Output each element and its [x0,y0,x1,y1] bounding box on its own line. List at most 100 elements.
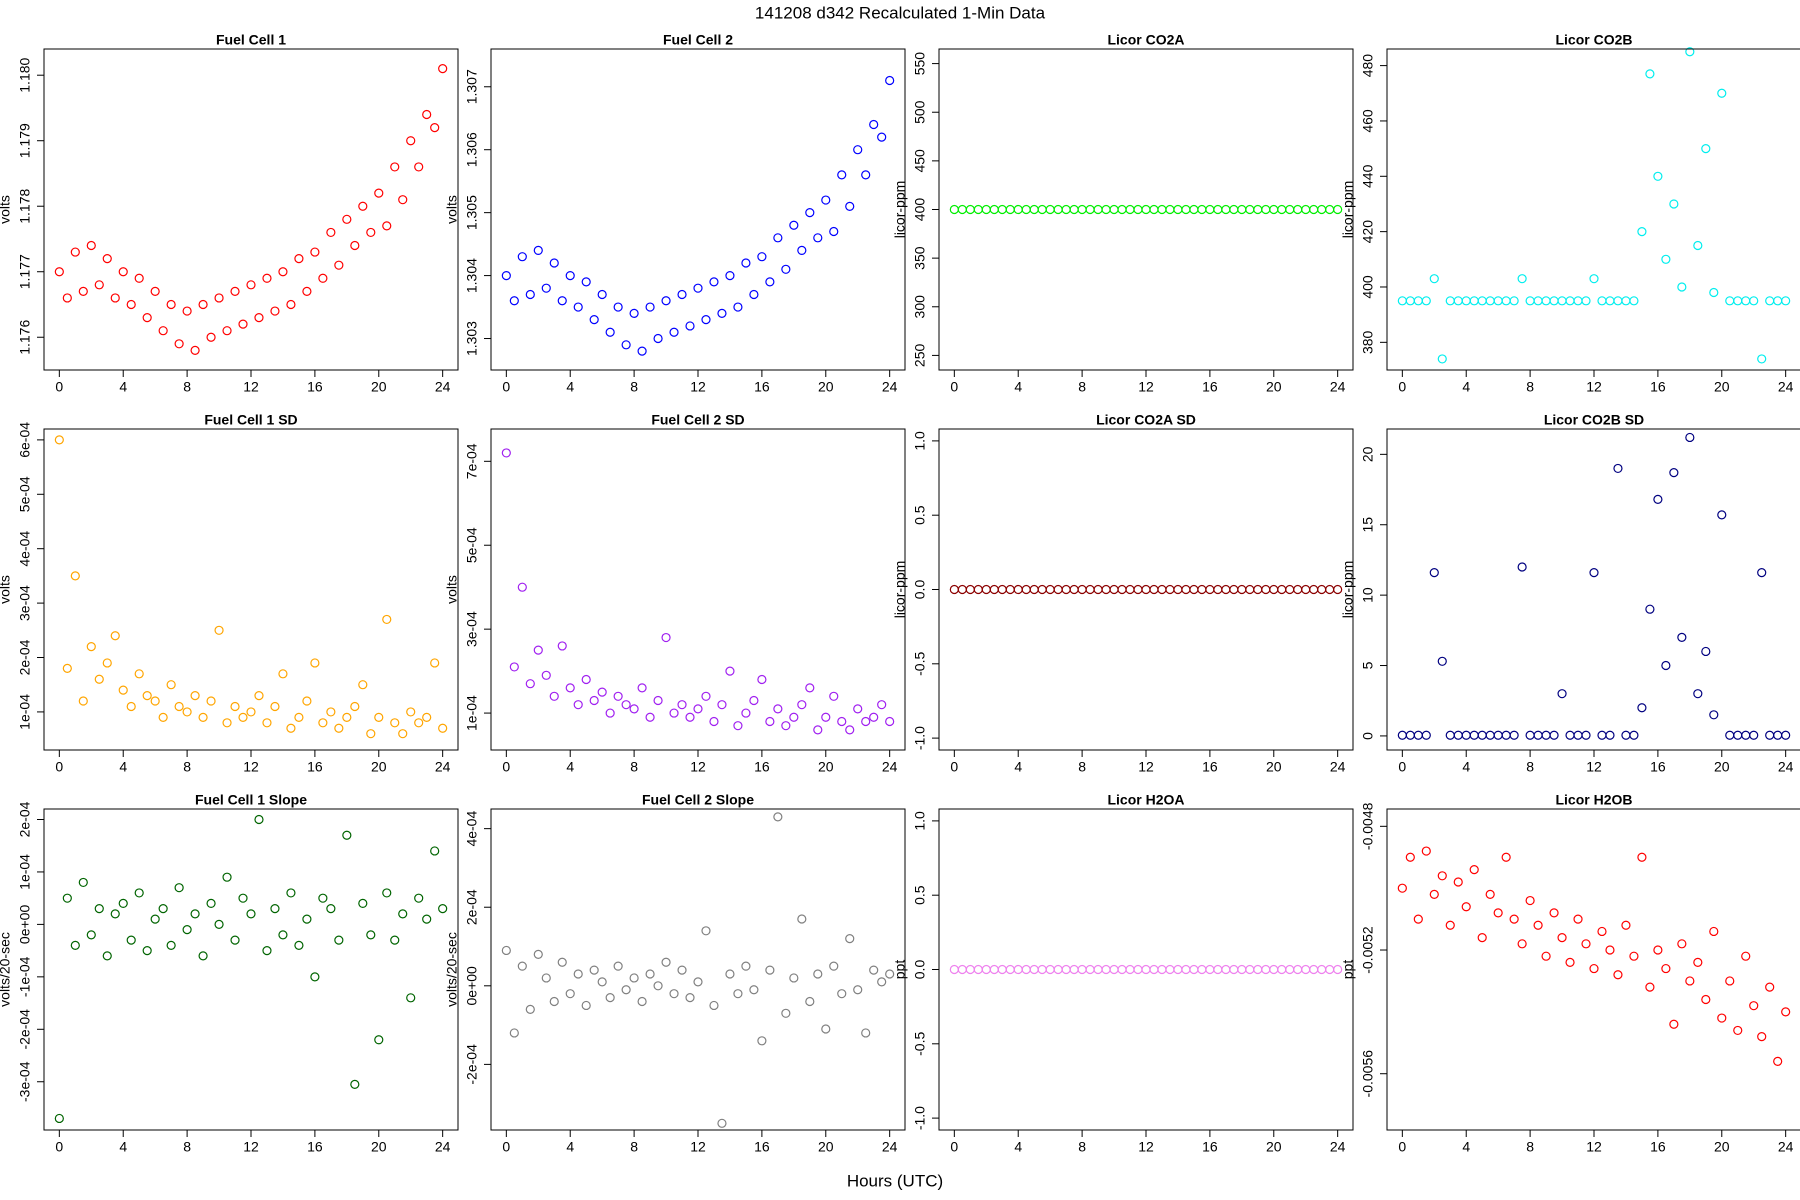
point [973,204,983,215]
y-tick-label: 3e-04 [17,585,33,621]
point [645,302,655,312]
point [1069,584,1079,595]
point [877,132,887,142]
point [134,273,144,283]
x-tick-label: 4 [119,379,127,395]
point [1581,296,1591,306]
point [997,584,1007,595]
x-tick-label: 24 [1778,759,1794,775]
x-tick-label: 4 [1462,1139,1470,1155]
panel-title: Fuel Cell 2 [663,32,733,48]
point [501,945,511,956]
point [757,674,767,685]
point [1325,204,1335,215]
point [1765,296,1775,306]
x-tick-label: 4 [1014,379,1022,395]
x-tick-label: 20 [1714,759,1730,775]
point [1645,69,1655,79]
point [414,718,424,728]
point [1245,584,1255,595]
point [1605,945,1615,955]
x-tick-label: 8 [630,379,638,395]
point [1173,204,1183,215]
y-tick-label: 1.178 [17,188,33,223]
point [1333,204,1343,215]
point [821,1024,831,1034]
point [126,701,136,712]
point [861,170,871,180]
panel: Fuel Cell 1 SD volts 0 4 8 12 16 20 24 1e-04 2e-04… [0,412,459,775]
point [1253,204,1263,215]
point [869,965,879,975]
plot-frame [1386,808,1800,1131]
point [1749,296,1759,306]
y-tick-label: 1.180 [17,57,33,92]
point [589,695,599,706]
point [1629,296,1639,306]
point [1013,204,1023,215]
point [86,240,96,251]
point [1461,902,1471,912]
point [430,846,440,856]
y-tick-label: -3e-04 [17,1061,33,1102]
point [1765,982,1775,992]
point [1285,204,1295,215]
point [318,718,328,728]
point [797,914,807,924]
point [422,914,432,924]
panel-title: Fuel Cell 2 Slope [642,792,754,808]
point [1597,926,1607,937]
point [1589,274,1599,284]
point [1325,584,1335,595]
point [989,964,999,975]
panel: Licor CO2B licor-ppm 0 4 8 12 16 20 24 380 400 420 4… [1340,32,1800,395]
y-tick-label: -2e-04 [464,1044,480,1085]
point [1469,865,1479,875]
x-tick-label: 8 [630,759,638,775]
point [246,707,256,717]
point [501,448,511,458]
point [1125,964,1135,975]
point [230,286,240,296]
point [70,571,80,581]
point [581,674,591,685]
point [1605,296,1615,306]
x-tick-label: 24 [882,379,898,395]
panel: Licor H2OA ppt 0 4 8 12 16 20 24 -1.0 -0.5 0.0 0.5 1.… [892,792,1354,1155]
point [438,904,448,914]
point [1565,957,1575,967]
point [190,345,200,355]
point [621,985,631,995]
point [1477,730,1487,740]
point [1189,964,1199,975]
point [741,961,751,971]
point [430,658,440,668]
x-tick-label: 16 [1202,759,1218,775]
point [366,227,376,238]
point [533,645,543,655]
point [1485,730,1495,740]
point [270,306,280,316]
y-tick-label: 250 [912,344,928,368]
point [150,286,160,296]
point [1637,852,1647,862]
point [1317,584,1327,595]
point [517,252,527,262]
y-tick-label: 0.0 [912,580,928,600]
point [653,981,663,991]
point [1029,204,1039,215]
point [1437,871,1447,881]
y-tick-label: -1.0 [912,726,928,750]
point [302,696,312,706]
point [501,270,511,281]
x-tick-label: 20 [1714,1139,1730,1155]
point [174,883,184,893]
point [1477,296,1487,306]
point [1293,584,1303,595]
point [222,718,232,728]
point [741,258,751,268]
x-tick-label: 0 [1398,379,1406,395]
point [565,683,575,693]
point [885,716,895,727]
